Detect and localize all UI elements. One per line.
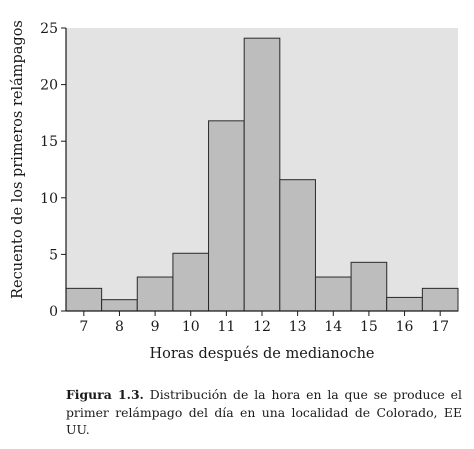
- caption-label: Figura 1.3.: [66, 387, 144, 402]
- axes-group: 0 5 10 15 20 25 7 8 9 10 11 12 13 14 15 16 17: [40, 21, 458, 335]
- bar-8: [101, 299, 138, 312]
- bar-12: [243, 37, 281, 312]
- x-tick-label-12: 12: [253, 319, 271, 335]
- bar-15: [350, 261, 388, 312]
- y-tick-label-0: 0: [49, 304, 58, 320]
- x-tick-label-11: 11: [217, 319, 235, 335]
- histogram-chart: 0 5 10 15 20 25 7 8 9 10 11 12 13 14 15 16 17 Recuento d…: [10, 20, 459, 362]
- bar-14: [314, 276, 352, 312]
- bar-13: [279, 179, 316, 312]
- bar-10: [172, 252, 210, 312]
- y-tick-label-10: 10: [40, 191, 58, 207]
- x-tick-label-17: 17: [431, 319, 449, 335]
- bar-9: [136, 276, 174, 312]
- y-tick-label-20: 20: [40, 78, 58, 94]
- bar-7: [65, 287, 103, 312]
- x-tick-label-9: 9: [151, 319, 160, 335]
- y-tick-label-15: 15: [40, 134, 58, 150]
- bar-16: [386, 296, 423, 312]
- bar-11: [208, 120, 245, 312]
- y-tick-label-5: 5: [49, 247, 58, 263]
- x-tick-label-14: 14: [324, 319, 342, 335]
- x-tick-label-8: 8: [115, 319, 124, 335]
- bars-group: [65, 37, 459, 312]
- figure-caption: Figura 1.3. Distribución de la hora en l…: [66, 386, 462, 439]
- bar-17: [421, 287, 459, 312]
- x-tick-label-13: 13: [289, 319, 307, 335]
- caption-text: Distribución de la hora en la que se pro…: [66, 387, 462, 437]
- y-tick-label-25: 25: [40, 21, 58, 37]
- x-tick-label-15: 15: [360, 319, 378, 335]
- x-tick-label-16: 16: [396, 319, 414, 335]
- y-axis-label: Recuento de los primeros relámpagos: [10, 20, 26, 299]
- x-axis-label: Horas después de medianoche: [149, 346, 374, 362]
- x-tick-label-7: 7: [79, 319, 88, 335]
- x-tick-label-10: 10: [182, 319, 200, 335]
